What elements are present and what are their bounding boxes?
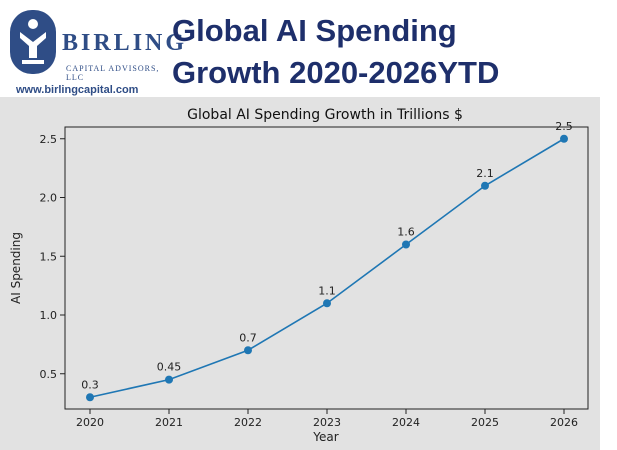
y-axis-title: AI Spending bbox=[9, 232, 23, 304]
logo-emblem-icon bbox=[10, 10, 56, 74]
data-point bbox=[560, 134, 568, 143]
data-point bbox=[402, 240, 410, 249]
x-tick-label: 2020 bbox=[76, 416, 104, 429]
data-label: 2.5 bbox=[555, 120, 573, 133]
data-label: 0.7 bbox=[239, 331, 257, 344]
y-tick-label: 1.0 bbox=[40, 309, 58, 322]
data-point bbox=[323, 299, 331, 308]
data-label: 2.1 bbox=[476, 167, 494, 180]
data-point bbox=[86, 393, 94, 402]
plot-area bbox=[64, 126, 589, 410]
company-logo: BIRLING CAPITAL ADVISORS, LLC www.birlin… bbox=[10, 8, 184, 100]
page-headline: Global AI Spending Growth 2020-2026YTD bbox=[172, 10, 612, 94]
x-axis-title: Year bbox=[312, 430, 338, 444]
data-points bbox=[86, 134, 568, 402]
data-point bbox=[244, 346, 252, 355]
data-label: 1.1 bbox=[318, 284, 336, 297]
y-tick-label: 2.5 bbox=[40, 133, 58, 146]
data-point bbox=[165, 375, 173, 384]
logo-subtitle: CAPITAL ADVISORS, LLC bbox=[66, 64, 160, 82]
data-label: 0.3 bbox=[81, 378, 99, 391]
data-label: 0.45 bbox=[157, 361, 182, 374]
y-axis: 0.5 1.0 1.5 2.0 2.5 bbox=[40, 133, 65, 381]
x-tick-label: 2022 bbox=[234, 416, 262, 429]
website-link[interactable]: www.birlingcapital.com bbox=[16, 84, 139, 96]
x-tick-label: 2021 bbox=[155, 416, 183, 429]
x-axis: 2020 2021 2022 2023 2024 2025 2026 bbox=[76, 409, 578, 429]
data-labels: 0.3 0.45 0.7 1.1 1.6 2.1 2.5 bbox=[81, 120, 573, 392]
headline-line-1: Global AI Spending bbox=[172, 13, 457, 48]
chart-panel bbox=[0, 97, 600, 450]
x-tick-label: 2026 bbox=[550, 416, 578, 429]
y-tick-label: 0.5 bbox=[40, 368, 58, 381]
data-label: 1.6 bbox=[397, 226, 415, 239]
headline-line-2: Growth 2020-2026YTD bbox=[172, 55, 500, 90]
x-tick-label: 2025 bbox=[471, 416, 499, 429]
data-point bbox=[481, 181, 489, 190]
logo-name: BIRLING bbox=[62, 30, 188, 56]
y-tick-label: 1.5 bbox=[40, 250, 58, 263]
x-tick-label: 2023 bbox=[313, 416, 341, 429]
y-tick-label: 2.0 bbox=[40, 192, 58, 205]
x-tick-label: 2024 bbox=[392, 416, 420, 429]
chart-title: Global AI Spending Growth in Trillions $ bbox=[187, 107, 463, 123]
